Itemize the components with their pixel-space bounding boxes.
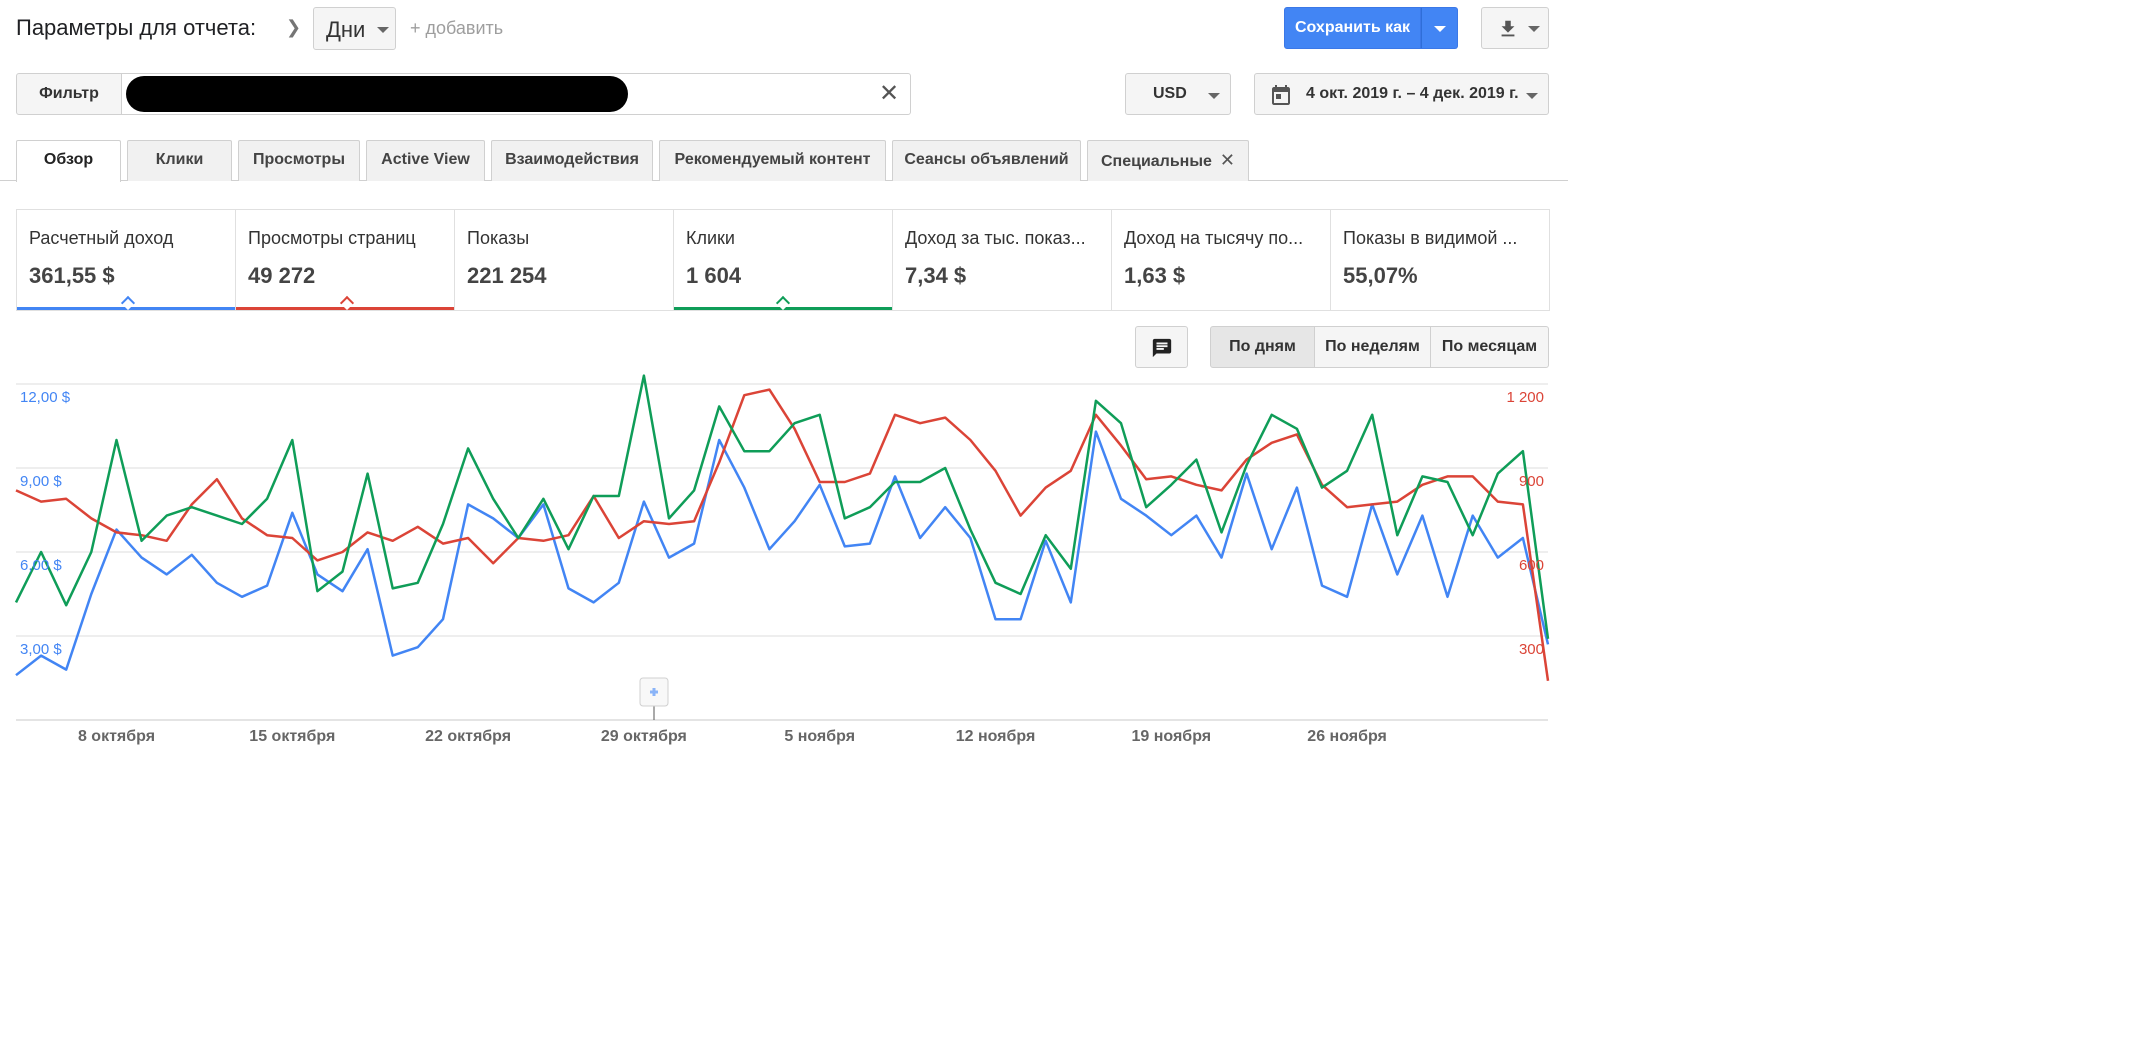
- annotations-button[interactable]: [1135, 326, 1188, 368]
- currency-select[interactable]: USD: [1125, 73, 1231, 115]
- scorecard-value: 1 604: [686, 263, 742, 288]
- y-left-tick-label: 9,00 $: [20, 473, 62, 490]
- scorecard-value: 7,34 $: [905, 263, 967, 288]
- chart-series: [14, 374, 1550, 681]
- x-tick-label: 12 ноября: [956, 728, 1036, 745]
- caret-down-icon: [377, 27, 389, 33]
- tab-label: Сеансы объявлений: [904, 151, 1069, 168]
- chart-x-axis-labels: 8 октября 15 октября 22 октября 29 октября 5…: [78, 728, 1387, 745]
- tab-label: Просмотры: [252, 151, 345, 168]
- add-annotation-marker[interactable]: [639, 677, 669, 720]
- scorecard-impression-rpm[interactable]: Доход за тыс. показ... 7,34 $: [893, 210, 1112, 310]
- scorecard-clicks[interactable]: Клики 1 604: [674, 210, 893, 310]
- filter-input[interactable]: ✕: [121, 73, 911, 115]
- y-right-tick-label: 300: [1519, 641, 1544, 658]
- y-left-tick-label: 6,00 $: [20, 557, 62, 574]
- close-icon[interactable]: ✕: [1219, 150, 1235, 170]
- granularity-months-button[interactable]: По месяцам: [1430, 326, 1549, 368]
- date-range-value: 4 окт. 2019 г. – 4 дек. 2019 г.: [1306, 85, 1519, 102]
- redacted-filter-value: [126, 76, 628, 112]
- scorecard-rpm[interactable]: Доход на тысячу по... 1,63 $: [1112, 210, 1331, 310]
- granularity-toggle: По дням По неделям По месяцам: [1210, 326, 1549, 368]
- scorecards: Расчетный доход 361,55 $ Просмотры стран…: [16, 209, 1550, 311]
- chart-grid: [16, 383, 1548, 721]
- x-tick-label: 8 октября: [78, 728, 155, 745]
- dimension-value: Дни: [326, 17, 366, 42]
- tab-label: Обзор: [43, 151, 94, 168]
- tab-label: Взаимодействия: [505, 151, 639, 168]
- x-tick-label: 19 ноября: [1132, 728, 1212, 745]
- granularity-days-button[interactable]: По дням: [1210, 326, 1315, 368]
- tab-label: Рекомендуемый контент: [674, 151, 871, 168]
- tab-recommended-content[interactable]: Рекомендуемый контент: [659, 140, 886, 181]
- scorecard-value: 1,63 $: [1124, 263, 1186, 288]
- scorecard-label: Расчетный доход: [29, 228, 174, 248]
- plus-icon: [650, 688, 658, 696]
- params-label: Параметры для отчета:: [16, 15, 257, 40]
- tab-interactions[interactable]: Взаимодействия: [491, 140, 653, 181]
- y-right-tick-label: 600: [1519, 557, 1544, 574]
- chart-y-axis-labels: 3,00 $ 6,00 $ 9,00 $ 12,00 $ 300 600 900 1 200: [20, 389, 1544, 658]
- tab-clicks[interactable]: Клики: [127, 140, 232, 181]
- tab-ad-sessions[interactable]: Сеансы объявлений: [892, 140, 1081, 181]
- tab-overview[interactable]: Обзор: [16, 140, 121, 182]
- tab-label: Специальные: [1100, 153, 1212, 170]
- report-toolbar: Параметры для отчета: ❯ Дни + добавить С…: [0, 0, 1568, 58]
- scorecard-label: Доход за тыс. показ...: [905, 228, 1086, 248]
- dimension-select[interactable]: Дни: [313, 7, 396, 50]
- download-icon: [1501, 20, 1515, 37]
- chevron-right-icon: ❯: [286, 17, 302, 37]
- scorecard-value: 55,07%: [1343, 263, 1418, 288]
- series-line: [15, 388, 1550, 681]
- scorecard-value: 49 272: [248, 263, 316, 288]
- scorecard-label: Просмотры страниц: [248, 228, 416, 248]
- x-tick-label: 22 октября: [425, 728, 511, 745]
- currency-value: USD: [1153, 85, 1187, 102]
- y-right-tick-label: 900: [1519, 473, 1544, 490]
- report-page: Параметры для отчета: ❯ Дни + добавить С…: [0, 0, 1568, 745]
- tab-views[interactable]: Просмотры: [238, 140, 360, 181]
- scorecard-label: Доход на тысячу по...: [1124, 228, 1304, 248]
- date-range-select[interactable]: 4 окт. 2019 г. – 4 дек. 2019 г.: [1254, 73, 1549, 115]
- caret-down-icon: [1434, 26, 1446, 32]
- scorecard-label: Показы в видимой ...: [1343, 228, 1518, 248]
- series-line: [14, 374, 1550, 639]
- close-icon[interactable]: ✕: [879, 80, 900, 107]
- scorecard-label: Клики: [686, 228, 735, 248]
- x-tick-label: 26 ноября: [1307, 728, 1387, 745]
- x-tick-label: 15 октября: [249, 728, 335, 745]
- filter-button[interactable]: Фильтр: [16, 73, 122, 115]
- tab-custom[interactable]: Специальные ✕: [1087, 140, 1249, 181]
- scorecard-page-views[interactable]: Просмотры страниц 49 272: [236, 210, 455, 310]
- x-tick-label: 5 ноября: [784, 728, 855, 745]
- caret-down-icon: [1208, 93, 1220, 99]
- scorecard-impressions[interactable]: Показы 221 254: [455, 210, 674, 310]
- tab-label: Active View: [381, 151, 470, 168]
- caret-down-icon: [1528, 26, 1540, 32]
- tab-label: Клики: [155, 151, 204, 168]
- scorecard-label: Показы: [467, 228, 530, 248]
- series-line: [15, 430, 1550, 677]
- y-left-tick-label: 12,00 $: [20, 389, 71, 406]
- x-tick-label: 29 октября: [601, 728, 687, 745]
- granularity-weeks-button[interactable]: По неделям: [1314, 326, 1431, 368]
- calendar-icon: [1272, 85, 1290, 105]
- save-as-group: Сохранить как: [1284, 7, 1458, 49]
- scorecard-value: 361,55 $: [29, 263, 115, 288]
- comment-icon: [1152, 338, 1172, 358]
- scorecard-value: 221 254: [467, 263, 547, 288]
- add-dimension-link[interactable]: + добавить: [410, 18, 504, 38]
- download-button[interactable]: [1481, 7, 1549, 49]
- caret-down-icon: [1526, 93, 1538, 99]
- save-as-dropdown[interactable]: [1421, 7, 1458, 49]
- y-right-tick-label: 1 200: [1506, 389, 1544, 406]
- tab-active-view[interactable]: Active View: [366, 140, 485, 181]
- y-left-tick-label: 3,00 $: [20, 641, 62, 658]
- scorecard-estimated-revenue[interactable]: Расчетный доход 361,55 $: [17, 210, 236, 310]
- save-as-button[interactable]: Сохранить как: [1284, 7, 1421, 49]
- scorecard-viewability[interactable]: Показы в видимой ... 55,07%: [1331, 210, 1549, 310]
